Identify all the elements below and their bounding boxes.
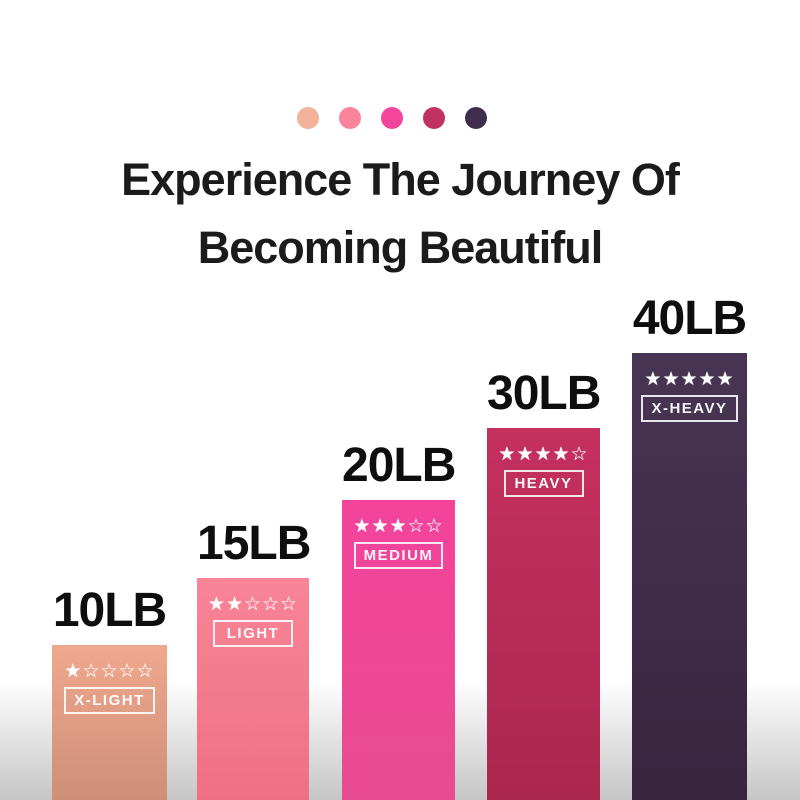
bar-group-40lb: 40LB ★★★★★ X-HEAVY [632, 0, 747, 800]
title-line-1: Experience The Journey Of [121, 154, 680, 205]
level-badge: X-HEAVY [641, 395, 738, 422]
palette-dot-heavy [423, 107, 445, 129]
palette-dot-x-light [297, 107, 319, 129]
bar-value-label: 30LB [487, 367, 601, 420]
page-title: Experience The Journey Of Becoming Beaut… [0, 146, 800, 282]
level-badge: MEDIUM [353, 542, 444, 569]
bar-value-label: 20LB [342, 439, 456, 492]
bar-value-label: 15LB [197, 517, 311, 570]
bar-40lb: ★★★★★ X-HEAVY [632, 353, 747, 800]
bar-10lb: ★☆☆☆☆ X-LIGHT [52, 645, 167, 800]
bar-15lb: ★★☆☆☆ LIGHT [197, 578, 309, 800]
level-badge: X-LIGHT [64, 687, 155, 714]
bar-group-20lb: 20LB ★★★☆☆ MEDIUM [342, 0, 456, 800]
palette-dot-medium [381, 107, 403, 129]
star-rating: ★★☆☆☆ [207, 593, 299, 615]
palette-dot-light [339, 107, 361, 129]
bar-value-label: 40LB [632, 292, 747, 345]
star-rating: ★★★☆☆ [353, 515, 444, 537]
star-rating: ★☆☆☆☆ [64, 660, 155, 682]
bar-20lb: ★★★☆☆ MEDIUM [342, 500, 455, 800]
bar-value-label: 10LB [52, 584, 167, 637]
bar-group-30lb: 30LB ★★★★☆ HEAVY [487, 0, 601, 800]
palette-dots [297, 107, 487, 129]
bar-group-10lb: 10LB ★☆☆☆☆ X-LIGHT [52, 0, 167, 800]
star-rating: ★★★★☆ [498, 443, 589, 465]
bar-group-15lb: 15LB ★★☆☆☆ LIGHT [197, 0, 311, 800]
star-rating: ★★★★★ [644, 368, 735, 390]
level-badge: LIGHT [213, 620, 293, 647]
palette-dot-x-heavy [465, 107, 487, 129]
level-badge: HEAVY [503, 470, 584, 497]
bar-30lb: ★★★★☆ HEAVY [487, 428, 600, 800]
title-line-2: Becoming Beautiful [197, 222, 604, 273]
